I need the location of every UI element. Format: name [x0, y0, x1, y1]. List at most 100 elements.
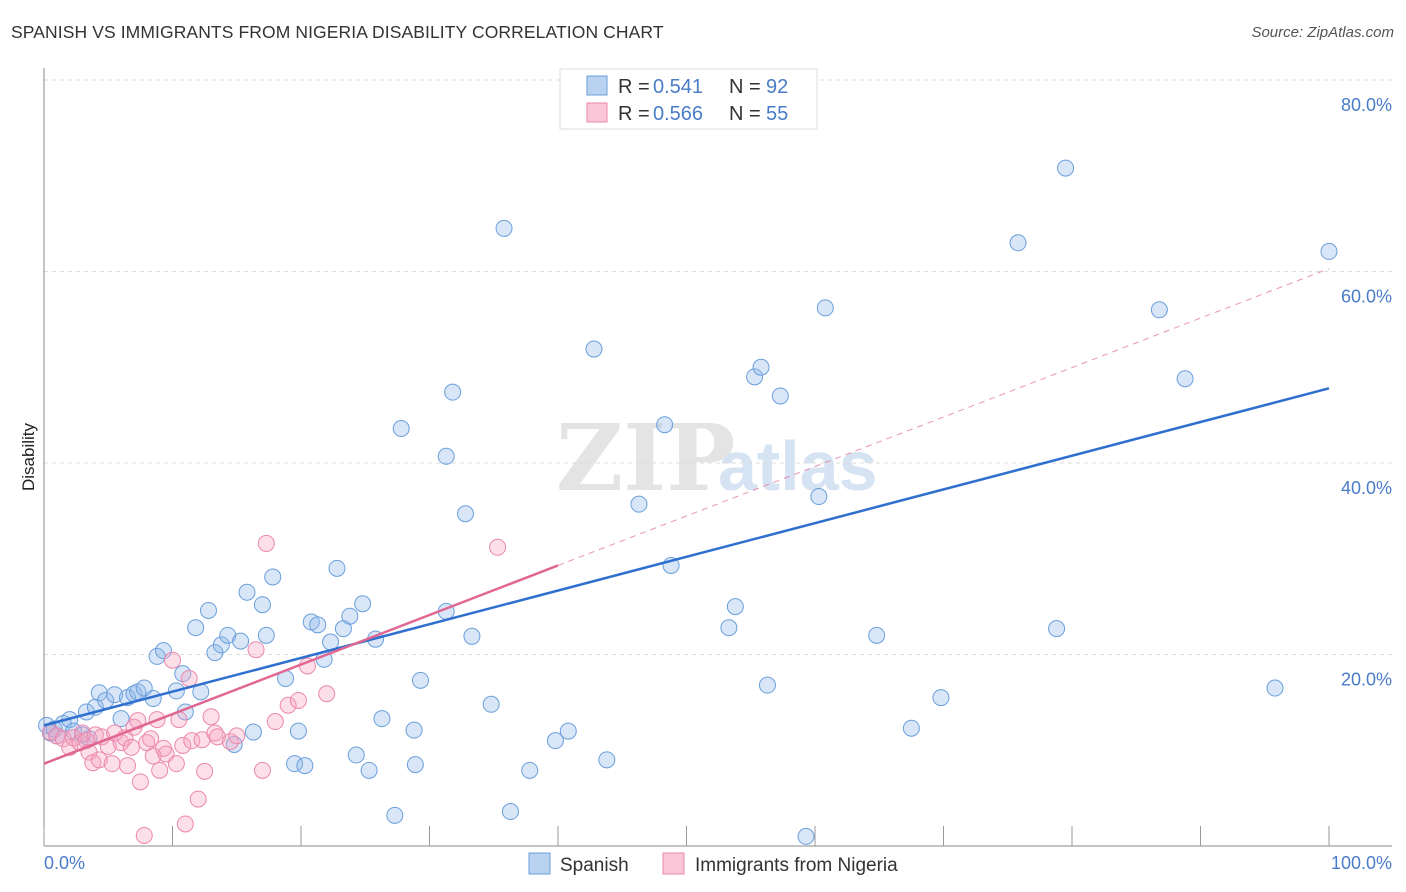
nigeria-trend-line — [43, 564, 559, 765]
spanish-point — [360, 761, 378, 779]
spanish-point — [373, 710, 391, 728]
nigeria-point — [257, 534, 275, 552]
nigeria-point — [189, 790, 207, 808]
spanish-point — [106, 686, 124, 704]
legend-swatch-spanish — [528, 852, 551, 875]
spanish-point — [187, 619, 205, 637]
spanish-point — [309, 616, 327, 634]
stats-legend-n-value-nigeria: 55 — [766, 103, 788, 125]
spanish-point — [253, 596, 271, 614]
nigeria-point — [196, 762, 214, 780]
spanish-point — [264, 568, 282, 586]
nigeria-point — [253, 761, 271, 779]
nigeria-point — [176, 815, 194, 833]
spanish-point — [1057, 159, 1075, 177]
stats-legend-swatch-nigeria — [586, 102, 608, 123]
y-tick-label: 80.0% — [1341, 95, 1392, 115]
spanish-point — [868, 626, 886, 644]
nigeria-point — [142, 730, 160, 748]
spanish-point — [771, 387, 789, 405]
trend-lines — [43, 268, 1330, 765]
legend-swatch-nigeria — [662, 852, 685, 875]
y-tick-label: 40.0% — [1341, 478, 1392, 498]
spanish-point — [289, 722, 307, 740]
spanish-point — [444, 383, 462, 401]
series-nigeria-points — [41, 534, 507, 844]
stats-legend-swatch-spanish — [586, 75, 608, 96]
spanish-point — [257, 626, 275, 644]
spanish-point — [463, 627, 481, 645]
chart-title: SPANISH VS IMMIGRANTS FROM NIGERIA DISAB… — [11, 22, 664, 42]
spanish-point — [559, 722, 577, 740]
spanish-point — [656, 416, 674, 434]
nigeria-point — [74, 724, 92, 742]
spanish-point — [354, 595, 372, 613]
y-axis-title: Disability — [19, 422, 38, 491]
spanish-point — [501, 803, 519, 821]
spanish-point — [405, 721, 423, 739]
spanish-point — [546, 732, 564, 750]
spanish-point — [112, 710, 130, 728]
spanish-point — [1320, 242, 1338, 260]
bottom-legend: Spanish Immigrants from Nigeria — [528, 852, 898, 876]
spanish-point — [720, 619, 738, 637]
spanish-point — [341, 607, 359, 625]
spanish-point — [1150, 301, 1168, 319]
spanish-point — [521, 761, 539, 779]
spanish-point — [810, 488, 828, 506]
nigeria-point — [90, 751, 108, 769]
nigeria-point — [221, 733, 239, 751]
nigeria-point — [202, 708, 220, 726]
spanish-point — [585, 340, 603, 358]
spanish-point — [199, 601, 217, 619]
spanish-point — [902, 719, 920, 737]
spanish-point — [296, 757, 314, 775]
spanish-point — [406, 756, 424, 774]
nigeria-point — [247, 641, 265, 659]
spanish-trend-line — [43, 387, 1330, 727]
nigeria-point — [289, 691, 307, 709]
watermark-zip: ZIP — [556, 404, 735, 512]
spanish-point — [238, 583, 256, 601]
y-tick-label: 60.0% — [1341, 287, 1392, 307]
stats-legend-r-label-spanish: R = — [618, 76, 650, 98]
series-spanish-points — [38, 159, 1338, 845]
y-tick-labels: 20.0% 40.0% 60.0% 80.0% — [1341, 95, 1392, 690]
spanish-point — [1009, 234, 1027, 252]
stats-legend-n-label-spanish: N = — [729, 76, 761, 98]
spanish-point — [630, 495, 648, 513]
x-tick-label-min: 0.0% — [44, 853, 85, 873]
spanish-point — [155, 642, 173, 660]
spanish-point — [456, 505, 474, 523]
nigeria-point — [318, 685, 336, 703]
spanish-point — [1048, 620, 1066, 638]
spanish-point — [1176, 370, 1194, 388]
nigeria-point — [279, 696, 297, 714]
source-label: Source: ZipAtlas.com — [1251, 24, 1394, 41]
spanish-point — [797, 827, 815, 845]
stats-legend-r-value-nigeria: 0.566 — [653, 103, 703, 125]
spanish-point — [412, 671, 430, 689]
nigeria-point — [135, 826, 153, 844]
nigeria-trend-extrapolation — [557, 268, 1330, 566]
y-tick-label: 20.0% — [1341, 670, 1392, 690]
stats-legend-r-label-nigeria: R = — [618, 103, 650, 125]
nigeria-point — [266, 713, 284, 731]
spanish-point — [758, 676, 776, 694]
stats-legend: R = 0.541 N = 92 R = 0.566 N = 55 — [559, 68, 818, 130]
nigeria-point — [131, 773, 149, 791]
spanish-point — [212, 636, 230, 654]
watermark-atlas: atlas — [718, 427, 878, 505]
spanish-point — [598, 751, 616, 769]
nigeria-point — [174, 736, 192, 754]
spanish-point — [392, 420, 410, 438]
nigeria-point — [228, 727, 246, 745]
spanish-point — [932, 689, 950, 707]
spanish-point — [386, 806, 404, 824]
x-ticks — [43, 826, 1330, 846]
spanish-point — [746, 368, 764, 386]
nigeria-point — [489, 538, 507, 556]
spanish-point — [232, 632, 250, 650]
x-tick-label-max: 100.0% — [1331, 853, 1392, 873]
